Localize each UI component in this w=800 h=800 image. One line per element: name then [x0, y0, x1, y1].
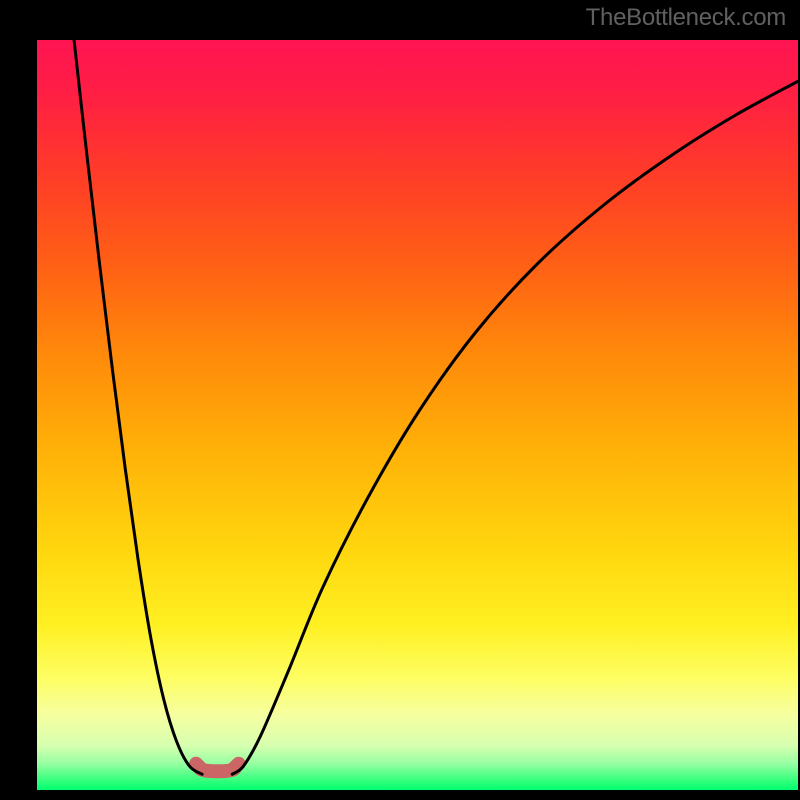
chart-container: TheBottleneck.com: [0, 0, 800, 800]
bottleneck-chart: [0, 0, 800, 800]
bottleneck-notch: [196, 764, 239, 772]
watermark-text: TheBottleneck.com: [586, 4, 786, 32]
